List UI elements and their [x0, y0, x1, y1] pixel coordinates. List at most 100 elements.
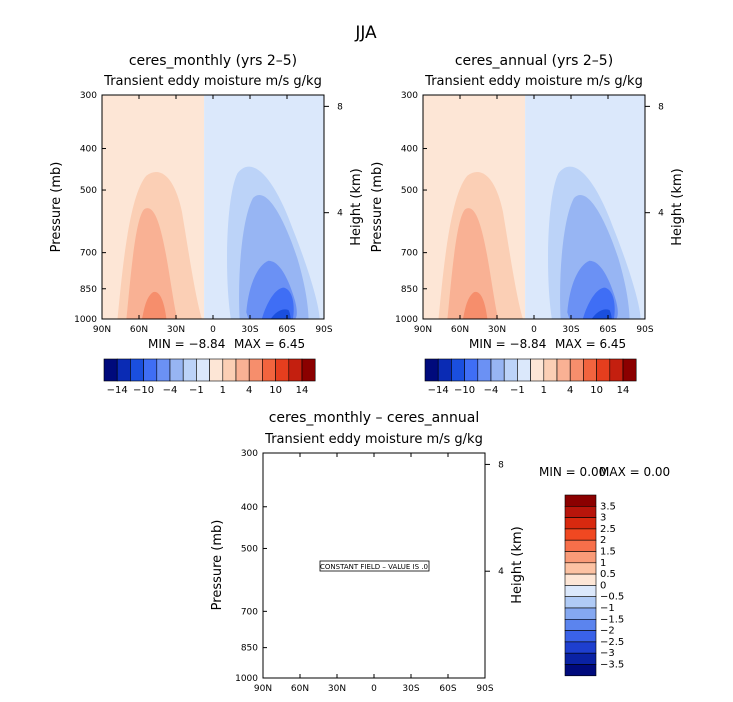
panel-2-y2label: Height (km)	[670, 168, 685, 245]
x-tick-label: 30S	[402, 684, 419, 694]
colorbar-label: −4	[484, 385, 499, 396]
colorbar-box	[564, 551, 597, 564]
colorbar-box	[222, 358, 237, 382]
field-positive-3	[142, 291, 167, 319]
panel-3-max-text: MAX = 0.00	[599, 465, 670, 479]
colorbar-box	[564, 664, 597, 677]
colorbar-box	[437, 358, 452, 382]
panel-3-y2label: Height (km)	[510, 526, 525, 603]
colorbar-label: −10	[133, 385, 154, 396]
y2-tick-label: 8	[658, 102, 664, 112]
field-positive-2	[447, 208, 499, 319]
colorbar-label: 1	[541, 385, 547, 396]
colorbar-label: −1.5	[600, 614, 624, 625]
colorbar-box	[564, 505, 597, 518]
colorbar-box	[622, 358, 637, 382]
x-tick-label: 0	[371, 684, 377, 694]
colorbar-label: 0	[600, 580, 606, 591]
colorbar-box	[564, 494, 597, 507]
panel-1-ylabel: Pressure (mb)	[49, 162, 64, 253]
colorbar-box	[451, 358, 465, 382]
field-positive-2	[126, 208, 178, 319]
colorbar-box	[182, 358, 197, 382]
y-tick-label: 850	[401, 285, 418, 295]
colorbar-box	[564, 539, 597, 552]
x-tick-label: 60S	[599, 325, 616, 335]
y-tick-label: 400	[401, 145, 418, 155]
y-tick-label: 1000	[395, 315, 418, 325]
colorbar-label: −4	[163, 385, 178, 396]
y-tick-label: 300	[401, 91, 418, 101]
colorbar-label: 3	[600, 513, 606, 524]
colorbar-box	[564, 585, 597, 598]
colorbar-box	[288, 358, 303, 382]
x-tick-label: 0	[210, 325, 216, 335]
y-tick-label: 300	[80, 91, 97, 101]
colorbar-box	[301, 358, 316, 382]
colorbar-box	[130, 358, 144, 382]
x-tick-label: 30S	[241, 325, 258, 335]
colorbar-box	[103, 358, 118, 382]
field-negative-5	[591, 309, 612, 319]
constant-field-note: CONSTANT FIELD – VALUE IS .0	[320, 563, 428, 571]
colorbar-box	[424, 358, 439, 382]
constant-field-note-box	[319, 560, 430, 572]
panel-1-plot	[102, 95, 324, 319]
y-tick-label: 700	[241, 607, 258, 617]
colorbar-label: 14	[617, 385, 630, 396]
x-tick-label: 90S	[315, 325, 332, 335]
colorbar-box	[143, 358, 158, 382]
colorbar-box	[169, 358, 184, 382]
x-tick-label: 60N	[130, 325, 148, 335]
colorbar-label: 1	[220, 385, 226, 396]
y2-tick-label: 4	[337, 209, 343, 219]
colorbar-label: −1	[510, 385, 525, 396]
panel-1-y2label: Height (km)	[349, 168, 364, 245]
x-tick-label: 30S	[562, 325, 579, 335]
x-tick-label: 90S	[636, 325, 653, 335]
panel-3-subtitle: Transient eddy moisture m/s g/kg	[264, 432, 483, 447]
y-tick-label: 700	[80, 249, 97, 259]
colorbar-box	[209, 358, 224, 382]
x-tick-label: 90N	[254, 684, 272, 694]
panel-2-subtitle: Transient eddy moisture m/s g/kg	[424, 74, 643, 89]
colorbar-label: 3.5	[600, 501, 616, 512]
colorbar-label: 0.5	[600, 569, 616, 580]
panel-3-colorbar: 3.532.521.510.50−0.5−1−1.5−2−2.5−3−3.5	[564, 494, 624, 677]
panel-2-ylabel: Pressure (mb)	[370, 162, 385, 253]
colorbar-box	[275, 358, 290, 382]
colorbar-box	[596, 358, 611, 382]
panel-3-title: ceres_monthly – ceres_annual	[269, 410, 480, 426]
colorbar-box	[564, 596, 597, 609]
x-tick-label: 30N	[328, 684, 346, 694]
field-negative-5	[270, 309, 291, 319]
colorbar-label: 2	[600, 535, 606, 546]
panel-3-axes: 90N 60N 30N 0 30S 60S 90S 300 400 500 700 850 1000 8 4	[235, 449, 504, 694]
field-layer	[423, 95, 645, 319]
panel-2: ceres_annual (yrs 2–5) Transient eddy mo…	[370, 53, 685, 396]
colorbar-label: −1	[189, 385, 204, 396]
colorbar-box	[569, 358, 584, 382]
colorbar-box	[490, 358, 505, 382]
colorbar-label: 10	[269, 385, 282, 396]
season-title: JJA	[354, 23, 377, 43]
colorbar-label: −3	[600, 648, 615, 659]
y-tick-label: 500	[241, 544, 258, 554]
colorbar-box	[503, 358, 518, 382]
panel-1-colorbar: −14 −10 −4 −1 1 4 10 14	[103, 358, 316, 396]
panel-1-axes: 90N 60N 30N 0 30S 60S 90S 300 400 500 700 850 1000 8 4	[74, 91, 343, 335]
colorbar-box	[564, 517, 597, 530]
panel-3: ceres_monthly – ceres_annual Transient e…	[210, 410, 670, 694]
panel-1-min-text: MIN = −8.84	[148, 337, 225, 351]
colorbar-box	[564, 641, 597, 654]
colorbar-label: −0.5	[600, 592, 624, 603]
y2-tick-label: 8	[498, 460, 504, 470]
field-positive-3	[463, 291, 488, 319]
colorbar-box	[196, 358, 210, 382]
colorbar-box	[564, 652, 597, 665]
colorbar-label: −14	[428, 385, 449, 396]
y2-tick-label: 4	[658, 209, 664, 219]
panel-2-title: ceres_annual (yrs 2–5)	[455, 53, 613, 69]
colorbar-box	[564, 562, 597, 575]
